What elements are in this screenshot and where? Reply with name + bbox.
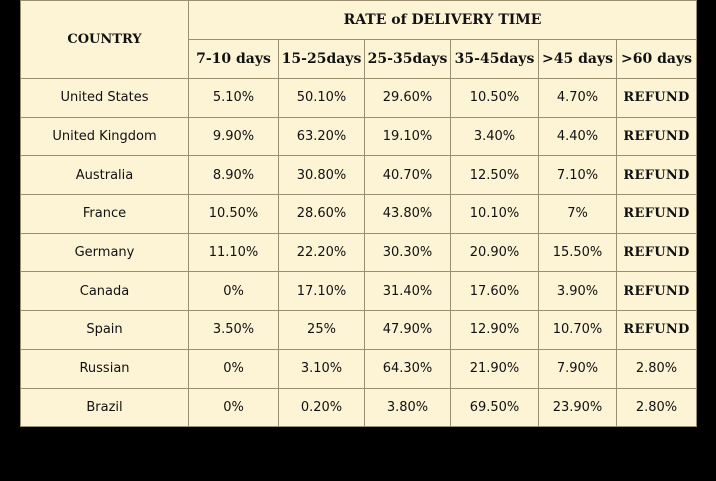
- rate-cell: 17.60%: [450, 271, 539, 312]
- country-cell: Brazil: [20, 387, 189, 428]
- country-cell: France: [20, 194, 189, 234]
- rate-cell: REFUND: [615, 155, 698, 196]
- rate-cell: 7.90%: [538, 348, 617, 389]
- rate-cell: 10.10%: [450, 194, 539, 234]
- rate-cell: 15.50%: [538, 232, 617, 273]
- rate-cell: 10.70%: [538, 310, 617, 350]
- rate-cell: 5.10%: [188, 78, 279, 118]
- table-row: Germany 11.10% 22.20% 30.30% 20.90% 15.50% REF…: [20, 232, 698, 273]
- rate-cell: 21.90%: [450, 348, 539, 389]
- rate-cell: 4.40%: [538, 116, 617, 157]
- rate-cell: 64.30%: [364, 348, 451, 389]
- rate-cell: 7.10%: [538, 155, 617, 196]
- country-cell: Australia: [20, 155, 189, 196]
- column-header-over-60-days: >60 days: [615, 39, 698, 79]
- column-header-15-25-days: 15-25days: [278, 39, 365, 79]
- rate-cell: 7%: [538, 194, 617, 234]
- rate-cell: 29.60%: [364, 78, 451, 118]
- rate-cell: 3.50%: [188, 310, 279, 350]
- country-cell: United States: [20, 78, 189, 118]
- rate-cell: 30.30%: [364, 232, 451, 273]
- rate-cell: 25%: [278, 310, 365, 350]
- rate-cell: 12.50%: [450, 155, 539, 196]
- rate-cell: REFUND: [615, 310, 698, 350]
- rate-cell: 0%: [188, 387, 279, 428]
- rate-cell: 30.80%: [278, 155, 365, 196]
- rate-cell: 47.90%: [364, 310, 451, 350]
- rate-cell: 2.80%: [615, 387, 698, 428]
- rate-cell: 40.70%: [364, 155, 451, 196]
- rate-cell: 8.90%: [188, 155, 279, 196]
- rate-cell: 4.70%: [538, 78, 617, 118]
- country-column-header: COUNTRY: [20, 0, 189, 79]
- table-row: United States 5.10% 50.10% 29.60% 10.50% 4.70…: [20, 78, 698, 118]
- table-row: United Kingdom 9.90% 63.20% 19.10% 3.40% 4.40…: [20, 116, 698, 157]
- rate-cell: 3.10%: [278, 348, 365, 389]
- rate-cell: 69.50%: [450, 387, 539, 428]
- rate-cell: 10.50%: [450, 78, 539, 118]
- column-header-25-35-days: 25-35days: [364, 39, 451, 79]
- rate-cell: 3.40%: [450, 116, 539, 157]
- rate-cell: 0.20%: [278, 387, 365, 428]
- table-row: Spain 3.50% 25% 47.90% 12.90% 10.70% REFUND: [20, 310, 698, 350]
- rate-cell: 17.10%: [278, 271, 365, 312]
- rate-cell: 22.20%: [278, 232, 365, 273]
- rate-cell: REFUND: [615, 116, 698, 157]
- rate-cell: 19.10%: [364, 116, 451, 157]
- rate-cell: 9.90%: [188, 116, 279, 157]
- rate-cell: REFUND: [615, 194, 698, 234]
- rate-cell: 10.50%: [188, 194, 279, 234]
- table-row: France 10.50% 28.60% 43.80% 10.10% 7% REFUND: [20, 194, 698, 234]
- column-header-7-10-days: 7-10 days: [188, 39, 279, 79]
- column-header-over-45-days: >45 days: [538, 39, 617, 79]
- country-cell: United Kingdom: [20, 116, 189, 157]
- rate-cell: 3.80%: [364, 387, 451, 428]
- rate-cell: 31.40%: [364, 271, 451, 312]
- rate-cell: 20.90%: [450, 232, 539, 273]
- table-body: United States 5.10% 50.10% 29.60% 10.50% 4.70…: [20, 78, 698, 428]
- rate-cell: 11.10%: [188, 232, 279, 273]
- rate-group-header: RATE of DELIVERY TIME: [187, 0, 698, 40]
- table-row: Brazil 0% 0.20% 3.80% 69.50% 23.90% 2.80%: [20, 387, 698, 428]
- table-row: Australia 8.90% 30.80% 40.70% 12.50% 7.10% REF…: [20, 155, 698, 196]
- table-row: Russian 0% 3.10% 64.30% 21.90% 7.90% 2.80%: [20, 348, 698, 389]
- rate-cell: 12.90%: [450, 310, 539, 350]
- column-header-35-45-days: 35-45days: [450, 39, 539, 79]
- country-cell: Russian: [20, 348, 189, 389]
- rate-cell: REFUND: [615, 232, 698, 273]
- rate-cell: 63.20%: [278, 116, 365, 157]
- country-cell: Canada: [20, 271, 189, 312]
- country-cell: Spain: [20, 310, 189, 350]
- rate-cell: REFUND: [615, 271, 698, 312]
- rate-cell: 23.90%: [538, 387, 617, 428]
- country-cell: Germany: [20, 232, 189, 273]
- rate-cell: 2.80%: [615, 348, 698, 389]
- rate-cell: 0%: [188, 271, 279, 312]
- delivery-rate-table: COUNTRY RATE of DELIVERY TIME 7-10 days …: [20, 0, 698, 428]
- rate-cell: 3.90%: [538, 271, 617, 312]
- rate-cell: REFUND: [615, 78, 698, 118]
- rate-cell: 0%: [188, 348, 279, 389]
- table-row: Canada 0% 17.10% 31.40% 17.60% 3.90% REFUND: [20, 271, 698, 312]
- rate-cell: 28.60%: [278, 194, 365, 234]
- rate-cell: 43.80%: [364, 194, 451, 234]
- delivery-table-container: COUNTRY RATE of DELIVERY TIME 7-10 days …: [20, 0, 698, 428]
- rate-cell: 50.10%: [278, 78, 365, 118]
